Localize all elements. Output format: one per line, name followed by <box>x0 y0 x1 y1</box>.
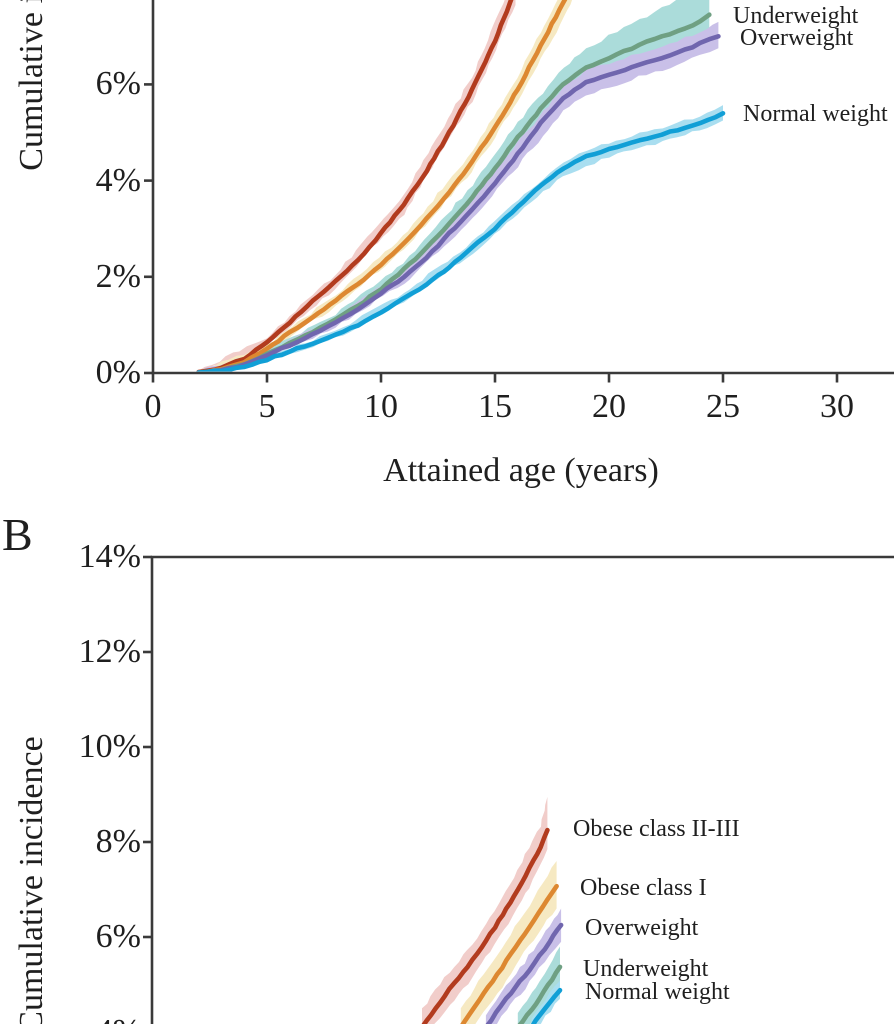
panel-b-ytick-label-8: 8% <box>95 823 141 860</box>
curve-overweight <box>196 34 721 372</box>
panel-b-label-normal-weight: Normal weight <box>585 979 730 1005</box>
curve-underweight <box>517 964 563 1024</box>
panel-a-axes <box>144 0 894 383</box>
panel-b-ytick-label-4: 4% <box>71 1015 141 1024</box>
ci-band-overweight <box>485 908 562 1024</box>
panel-b-ytick-label-10: 10% <box>78 728 141 765</box>
panel-a-ytick-label-8: 8% <box>71 0 141 5</box>
ci-band-underweight <box>517 946 560 1024</box>
ci-band-obese1 <box>198 0 573 372</box>
curve-overweight <box>485 922 564 1024</box>
curve-obese1 <box>196 0 568 372</box>
panel-b-curves <box>421 796 564 1024</box>
panel-a-xtick-label-5: 5 <box>258 388 276 425</box>
panel-b-y-axis-title: Cumulative incidence <box>13 736 50 1024</box>
panel-a-ytick-label-2: 2% <box>95 258 141 295</box>
panel-a-xtick-label-25: 25 <box>706 388 740 425</box>
curve-obese23 <box>196 0 514 372</box>
curve-normal <box>530 987 563 1024</box>
ci-band-overweight <box>198 21 719 372</box>
panel-a-y-axis-title: Cumulative incidence <box>13 0 50 171</box>
panel-a-label-normal-weight: Normal weight <box>743 101 888 127</box>
panel-a-xtick-label-10: 10 <box>364 388 398 425</box>
curve-obese23 <box>421 827 550 1024</box>
panel-a-x-axis-title: Attained age (years) <box>383 452 659 489</box>
panel-a-ytick-label-0: 0% <box>95 354 141 391</box>
curve-obese1 <box>460 883 559 1024</box>
panel-b-label-obese-class-1: Obese class I <box>580 875 707 901</box>
curve-underweight <box>196 12 712 372</box>
curve-normal <box>196 111 726 372</box>
panel-b-label-obese-class-2-3: Obese class II-III <box>573 816 740 842</box>
panel-a-label-overweight: Overweight <box>740 25 854 51</box>
panel-a-xtick-label-20: 20 <box>592 388 626 425</box>
panel-b-axes <box>143 555 894 1024</box>
panel-b-ytick-label-12: 12% <box>78 633 141 670</box>
ci-band-obese23 <box>198 0 516 372</box>
panel-a-label-underweight: Underweight <box>733 3 859 29</box>
panel-a-xtick-label-30: 30 <box>820 388 854 425</box>
panel-b-letter: B <box>2 509 33 560</box>
panel-b-ytick-label-6: 6% <box>95 918 141 955</box>
ci-band-obese23 <box>422 796 548 1024</box>
panel-b-ytick-label-14: 14% <box>78 538 141 575</box>
ci-band-obese1 <box>460 861 557 1024</box>
panel-a-ytick-label-6: 6% <box>95 65 141 102</box>
panel-b-label-overweight: Overweight <box>585 915 699 941</box>
panel-b-label-underweight: Underweight <box>583 956 709 982</box>
panel-a-xtick-label-15: 15 <box>478 388 512 425</box>
panel-a-xtick-label-0: 0 <box>144 388 162 425</box>
panel-a-curves <box>196 0 726 372</box>
panel-a-ytick-label-4: 4% <box>95 162 141 199</box>
